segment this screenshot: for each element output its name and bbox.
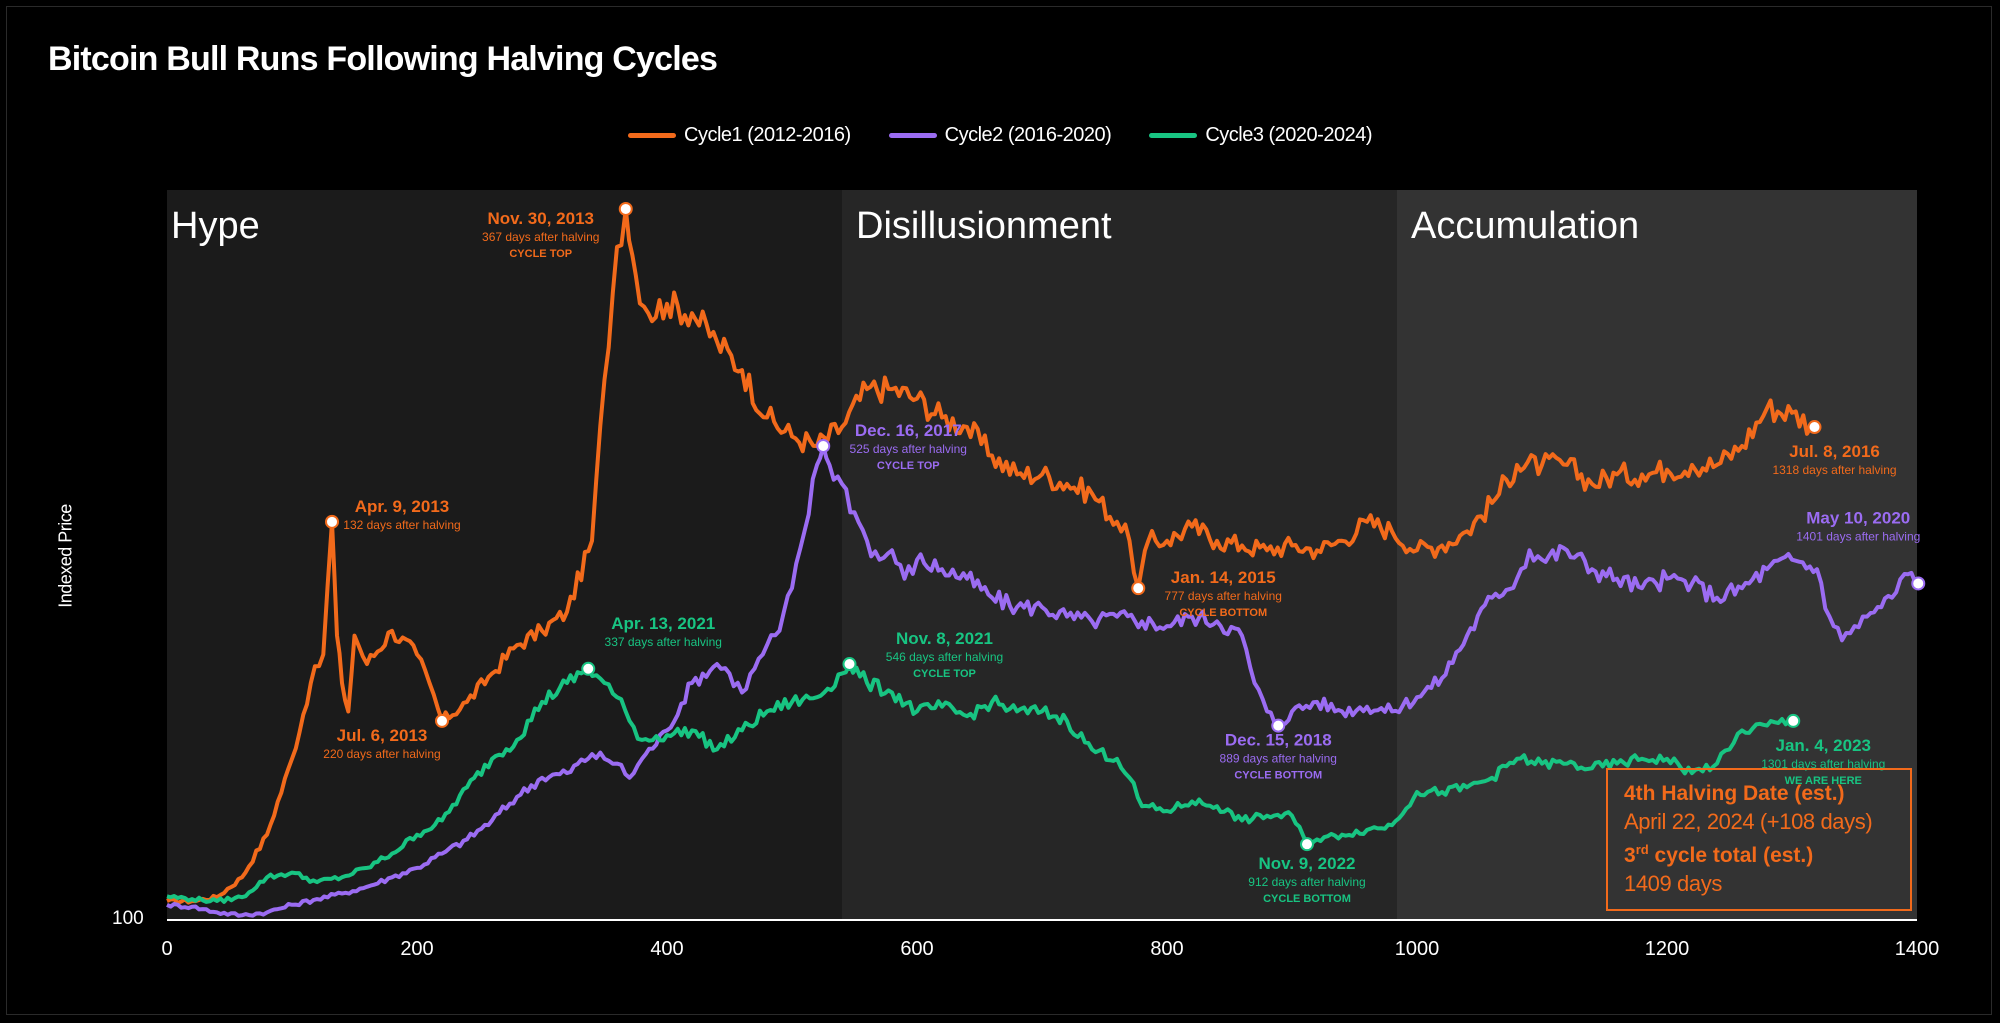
point-tag-label: CYCLE TOP (913, 668, 976, 680)
cycle-total-ordinal-suffix: rd (1635, 842, 1649, 857)
point-date-label: Jan. 14, 2015 (1171, 568, 1276, 587)
x-tick-label: 1200 (1645, 938, 1690, 960)
point-tag-label: CYCLE TOP (509, 248, 572, 260)
point-note-label: 525 days after halving (850, 442, 967, 456)
series-line-cycle3 (166, 662, 1795, 904)
labeled-point-marker (1911, 576, 1926, 591)
halving-date-value: April 22, 2024 (+108 days) (1624, 809, 1873, 834)
labeled-point-marker (816, 438, 831, 453)
point-note-label: 777 days after halving (1165, 589, 1282, 603)
x-tick-label: 1400 (1895, 938, 1940, 960)
point-note-label: 1301 days after halving (1761, 757, 1885, 771)
legend-swatch-cycle2 (888, 133, 937, 138)
phase-band-accumulation (1397, 190, 1917, 920)
labeled-point-marker (1271, 718, 1286, 733)
legend-label-cycle2: Cycle2 (2016-2020) (944, 124, 1112, 146)
series-line-cycle2 (166, 444, 1920, 918)
legend-item-cycle1: Cycle1 (2012-2016) (628, 124, 851, 147)
point-note-label: 1318 days after halving (1772, 463, 1896, 477)
point-date-label: Nov. 8, 2021 (896, 629, 993, 648)
halving-info-box: 4th Halving Date (est.) April 22, 2024 (… (1606, 768, 1912, 911)
x-tick-label: 1000 (1395, 938, 1440, 960)
labeled-point-marker (842, 657, 857, 672)
cycle-total-ordinal: 3 (1624, 844, 1636, 867)
point-date-label: Jan. 4, 2023 (1776, 736, 1871, 755)
point-note-label: 546 days after halving (886, 650, 1003, 664)
point-note-label: 1401 days after halving (1796, 529, 1920, 543)
halving-date-heading: 4th Halving Date (est.) (1624, 782, 1845, 805)
phase-band-disillusionment (842, 190, 1397, 920)
x-tick-label: 600 (900, 938, 933, 960)
point-date-label: Dec. 16, 2017 (855, 421, 962, 440)
chart-title: Bitcoin Bull Runs Following Halving Cycl… (48, 40, 718, 78)
y-tick-label: 100 (112, 908, 144, 929)
point-note-label: 220 days after halving (323, 747, 440, 761)
legend-label-cycle1: Cycle1 (2012-2016) (684, 124, 851, 146)
point-tag-label: CYCLE BOTTOM (1234, 770, 1322, 782)
point-date-label: Nov. 9, 2022 (1258, 854, 1355, 873)
point-date-label: Jul. 6, 2013 (337, 726, 428, 745)
phase-label-accumulation: Accumulation (1411, 205, 1639, 247)
labeled-point-marker (1807, 420, 1822, 435)
x-tick-label: 0 (161, 938, 172, 960)
chart-frame (6, 6, 1992, 1015)
legend-swatch-cycle3 (1149, 133, 1198, 138)
point-date-label: Dec. 15, 2018 (1225, 731, 1332, 750)
point-tag-label: CYCLE BOTTOM (1263, 893, 1351, 905)
cycle-total-heading: 3rd cycle total (est.) (1624, 836, 1894, 870)
labeled-point-marker (581, 661, 596, 676)
phase-band-hype (167, 190, 842, 920)
legend-item-cycle3: Cycle3 (2020-2024) (1149, 124, 1372, 147)
legend-swatch-cycle1 (628, 133, 677, 138)
point-date-label: Apr. 13, 2021 (611, 614, 715, 633)
point-tag-label: WE ARE HERE (1785, 775, 1862, 787)
point-note-label: 132 days after halving (343, 518, 460, 532)
labeled-point-marker (1131, 581, 1146, 596)
legend: Cycle1 (2012-2016) Cycle2 (2016-2020) Cy… (0, 124, 2000, 147)
cycle-total-value: 1409 days (1624, 871, 1722, 896)
labeled-point-marker (325, 514, 339, 529)
phase-label-disillusionment: Disillusionment (856, 205, 1112, 247)
legend-item-cycle2: Cycle2 (2016-2020) (888, 124, 1112, 147)
point-date-label: Nov. 30, 2013 (488, 209, 594, 228)
cycle-total-heading-text: cycle total (est.) (1648, 844, 1814, 867)
point-date-label: Jul. 8, 2016 (1789, 442, 1880, 461)
point-date-label: Apr. 9, 2013 (355, 497, 450, 516)
legend-label-cycle3: Cycle3 (2020-2024) (1205, 124, 1372, 146)
phase-label-hype: Hype (171, 205, 260, 247)
point-note-label: 337 days after halving (605, 635, 722, 649)
x-tick-label: 800 (1150, 938, 1183, 960)
point-date-label: May 10, 2020 (1806, 508, 1910, 527)
point-tag-label: CYCLE BOTTOM (1179, 607, 1267, 619)
x-tick-label: 400 (650, 938, 683, 960)
labeled-point-marker (1786, 713, 1801, 728)
labeled-point-marker (435, 713, 449, 728)
point-note-label: 912 days after halving (1248, 875, 1365, 889)
point-note-label: 889 days after halving (1220, 752, 1337, 766)
labeled-point-marker (1300, 837, 1314, 852)
x-tick-label: 200 (400, 938, 433, 960)
point-note-label: 367 days after halving (482, 230, 599, 244)
point-tag-label: CYCLE TOP (877, 460, 940, 472)
labeled-point-marker (618, 201, 633, 216)
